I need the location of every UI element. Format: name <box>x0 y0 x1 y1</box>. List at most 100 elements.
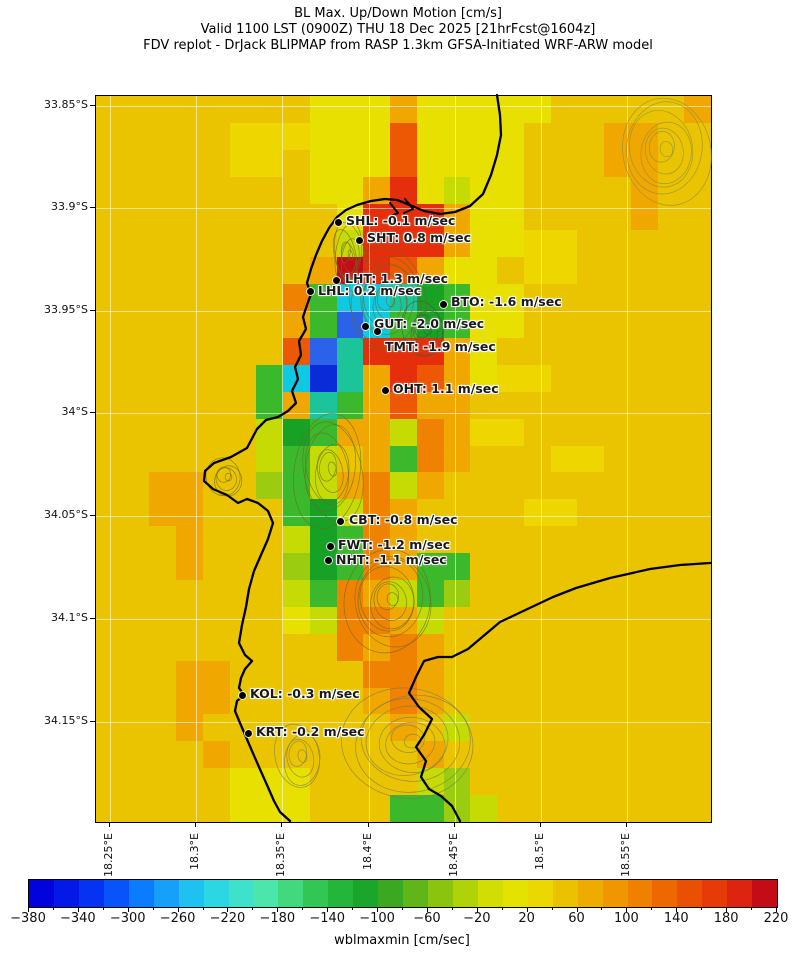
graticule-line <box>282 96 283 822</box>
grid-cell <box>550 149 578 178</box>
grid-cell <box>149 472 177 500</box>
grid-cell <box>122 714 151 742</box>
grid-cell <box>149 176 177 205</box>
lon-tickmark <box>281 822 282 827</box>
grid-cell <box>149 96 177 124</box>
grid-cell <box>630 418 659 447</box>
grid-cell <box>122 660 151 689</box>
graticule-line <box>627 96 628 822</box>
lon-tickmark <box>626 822 627 827</box>
colorbar-tick-label: −180 <box>259 911 296 926</box>
grid-cell <box>122 149 151 178</box>
grid-cell <box>176 230 204 258</box>
grid-cell <box>523 338 552 366</box>
grid-cell <box>122 230 151 258</box>
grid-cell <box>149 526 177 554</box>
grid-cell <box>96 580 124 608</box>
colorbar-segment <box>103 880 129 907</box>
grid-cell <box>577 418 605 447</box>
grid-cell <box>577 338 605 366</box>
colorbar-segment <box>228 880 254 907</box>
grid-cell <box>149 553 177 581</box>
station-dot-cbt <box>336 517 344 525</box>
graticule-line <box>96 208 711 209</box>
colorbar-segment <box>452 880 478 907</box>
colorbar-segment <box>552 880 578 907</box>
grid-cell <box>149 580 177 608</box>
grid-cell <box>657 284 685 312</box>
grid-cell <box>684 311 711 339</box>
grid-cell <box>149 364 177 393</box>
grid-cell <box>122 311 151 339</box>
grid-cell <box>630 526 659 554</box>
colorbar-tick-label: −140 <box>309 911 346 926</box>
colorbar-tickmark <box>451 907 453 910</box>
grid-cell <box>630 472 659 500</box>
station-dot-krt <box>244 729 252 737</box>
grid-cell <box>149 660 177 689</box>
station-dot-lhl <box>306 287 314 295</box>
grid-cell <box>122 176 151 205</box>
graticule-line <box>96 619 711 620</box>
colorbar-segment <box>378 880 404 907</box>
colorbar-tickmark <box>751 907 753 910</box>
grid-cell <box>630 311 659 339</box>
grid-cell <box>149 768 177 796</box>
grid-cell <box>96 499 124 527</box>
grid-cell <box>176 472 204 500</box>
grid-cell <box>523 499 552 527</box>
lat-tickmark <box>90 310 95 311</box>
grid-cell <box>149 606 177 635</box>
station-label-gut: GUT: -2.0 m/sec <box>374 316 485 331</box>
grid-cell <box>523 526 552 554</box>
colorbar-segment <box>502 880 528 907</box>
grid-cell <box>604 418 632 447</box>
grid-cell <box>96 553 124 581</box>
grid-cell <box>630 391 659 420</box>
colorbar-tickmark <box>277 907 279 912</box>
graticule-line <box>110 96 111 822</box>
title-line-3: FDV replot - DrJack BLIPMAP from RASP 1.… <box>143 38 653 53</box>
lat-tick-label: 33.95°S <box>44 303 88 316</box>
grid-cell <box>96 633 124 662</box>
grid-cell <box>550 445 578 474</box>
colorbar-tickmark <box>526 907 528 912</box>
graticule-line <box>369 96 370 822</box>
colorbar-segment <box>128 880 154 907</box>
colorbar-segment <box>652 880 678 907</box>
grid-cell <box>684 391 711 420</box>
grid-cell <box>176 795 204 822</box>
colorbar-tickmark <box>227 907 229 912</box>
colorbar-tick-label: 100 <box>613 911 639 926</box>
grid-cell <box>630 499 659 527</box>
grid-cell <box>577 284 605 312</box>
colorbar-tick-label: −20 <box>463 911 491 926</box>
grid-cell <box>550 257 578 285</box>
grid-cell <box>550 311 578 339</box>
lon-tickmark <box>109 822 110 827</box>
grid-cell <box>176 257 204 285</box>
grid-cell <box>577 499 605 527</box>
station-dot-gut <box>361 322 369 330</box>
grid-cell <box>149 418 177 447</box>
colorbar-segment <box>253 880 279 907</box>
lon-tickmark <box>540 822 541 827</box>
grid-cell <box>122 768 151 796</box>
grid-cell <box>176 311 204 339</box>
grid-cell <box>176 768 204 796</box>
grid-cell <box>96 526 124 554</box>
station-dot-oht <box>381 386 389 394</box>
grid-cell <box>657 472 685 500</box>
colorbar-tickmark <box>601 907 603 910</box>
grid-cell <box>684 284 711 312</box>
grid-cell <box>96 284 124 312</box>
grid-cell <box>176 122 204 151</box>
station-label-lht: LHT: 1.3 m/sec <box>345 271 449 286</box>
lat-tickmark <box>90 207 95 208</box>
grid-cell <box>122 741 151 769</box>
grid-cell <box>550 96 578 124</box>
grid-cell <box>577 176 605 205</box>
grid-cell <box>523 364 552 393</box>
grid-cell <box>577 526 605 554</box>
colorbar-tickmark <box>352 907 354 910</box>
